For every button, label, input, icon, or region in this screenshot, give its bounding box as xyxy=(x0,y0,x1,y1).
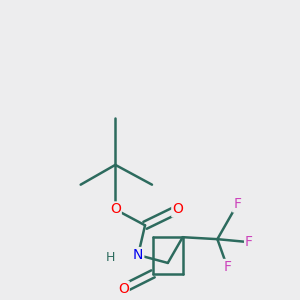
Text: F: F xyxy=(233,197,241,212)
Text: O: O xyxy=(172,202,183,216)
Text: N: N xyxy=(133,248,143,262)
Text: H: H xyxy=(106,251,115,265)
Text: O: O xyxy=(118,282,129,296)
Text: O: O xyxy=(110,202,121,216)
Text: F: F xyxy=(245,235,253,249)
Text: F: F xyxy=(223,260,231,274)
